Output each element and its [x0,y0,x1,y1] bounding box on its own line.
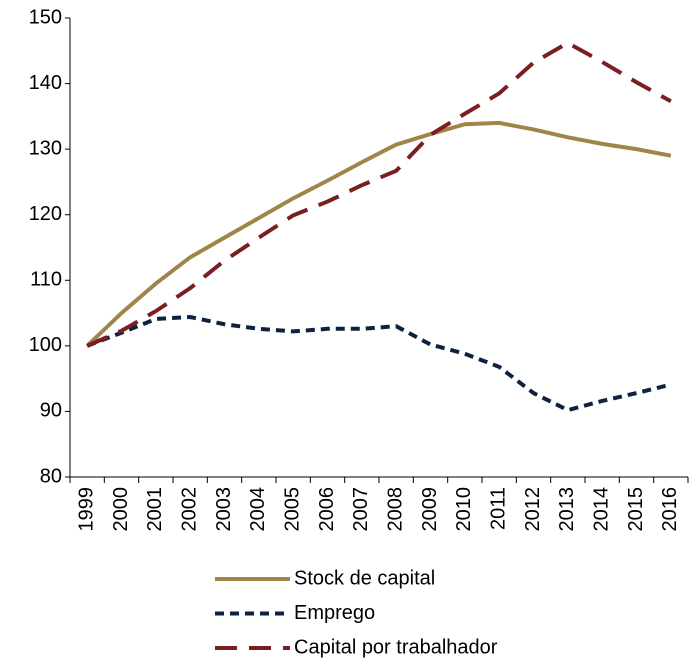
x-tick-label: 2015 [625,487,647,532]
legend-label: Capital por trabalhador [294,636,498,658]
x-tick-label: 2006 [316,487,338,532]
y-tick-label: 140 [29,72,62,94]
legend-label: Stock de capital [294,567,435,589]
y-tick-label: 80 [40,465,62,487]
x-tick-label: 2016 [659,487,681,532]
x-tick-label: 1999 [75,487,97,532]
x-tick-label: 2011 [487,487,509,530]
y-tick-label: 110 [30,269,62,291]
x-tick-label: 2001 [144,487,166,532]
series-line [86,314,672,413]
y-tick-label: 100 [29,334,62,356]
y-tick-label: 130 [29,137,62,159]
x-tick-label: 2000 [110,487,132,532]
x-tick-label: 2010 [453,487,475,532]
series-line [86,40,672,348]
x-tick-label: 2007 [350,487,372,532]
y-tick-label: 150 [29,6,62,28]
x-tick-label: 2002 [178,487,200,532]
y-tick-label: 120 [29,203,62,225]
x-tick-label: 2009 [419,487,441,532]
y-tick-label: 90 [40,400,62,422]
series-line [85,120,672,348]
x-tick-label: 2014 [590,487,612,532]
x-tick-label: 2008 [384,487,406,532]
x-tick-label: 2004 [247,487,269,532]
x-tick-label: 2003 [213,487,235,532]
legend-label: Emprego [294,602,375,624]
x-tick-label: 2012 [522,487,544,532]
x-tick-label: 2013 [556,487,578,532]
x-tick-label: 2005 [281,487,303,532]
